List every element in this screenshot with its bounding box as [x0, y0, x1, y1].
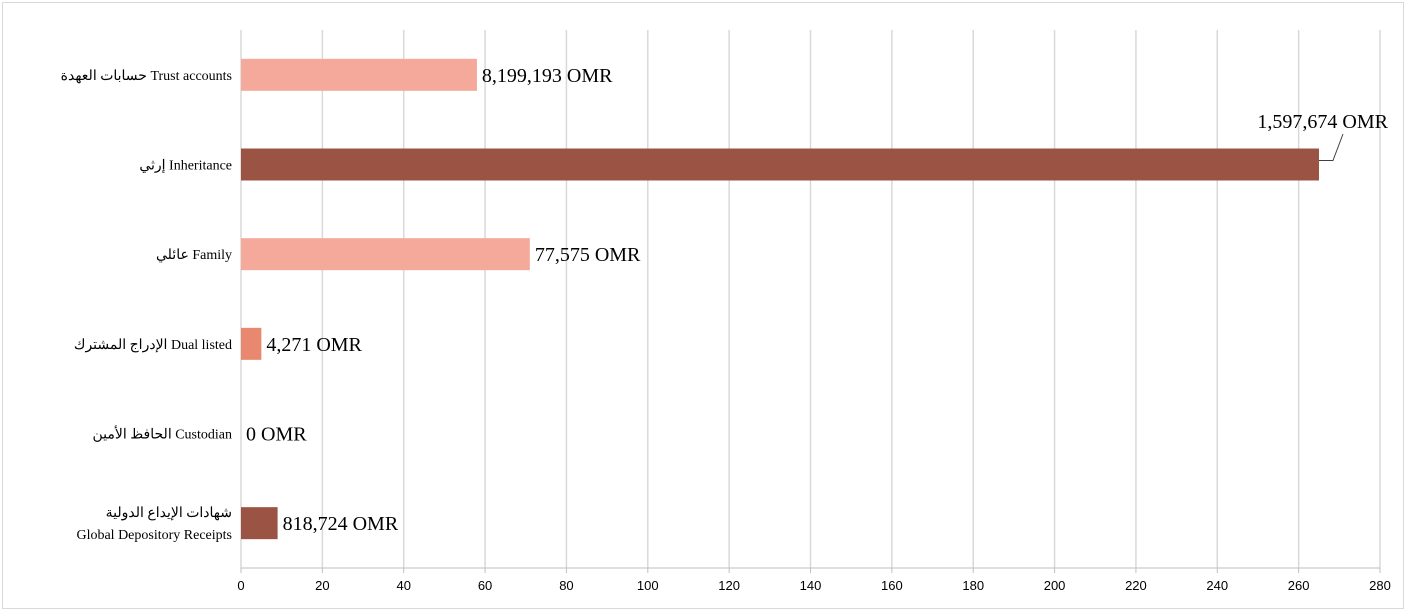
x-tick-label: 140 [800, 578, 822, 593]
x-tick-label: 200 [1044, 578, 1066, 593]
x-tick-label: 180 [962, 578, 984, 593]
bar [241, 148, 1319, 181]
x-tick-label: 20 [315, 578, 329, 593]
x-tick-label: 100 [637, 578, 659, 593]
bar [241, 238, 530, 271]
bar [241, 507, 278, 540]
x-tick-label: 280 [1369, 578, 1391, 593]
category-label: الحافظ الأمين Custodian [93, 425, 232, 443]
category-label: شهادات الإيداع الدولية [106, 506, 232, 521]
x-tick-label: 60 [478, 578, 492, 593]
x-tick-label: 160 [881, 578, 903, 593]
x-tick-label: 240 [1206, 578, 1228, 593]
x-tick-label: 80 [559, 578, 573, 593]
category-label: حسابات العهدة Trust accounts [61, 69, 232, 84]
data-label: 77,575 OMR [535, 244, 641, 266]
category-label: Global Depository Receipts [76, 528, 232, 543]
data-label: 818,724 OMR [283, 513, 399, 535]
data-label-leader-line [1318, 133, 1344, 161]
category-label: إرثي Inheritance [139, 159, 232, 174]
data-label: 0 OMR [246, 424, 307, 446]
data-label: 8,199,193 OMR [482, 65, 613, 87]
category-label: عائلي Family [156, 248, 232, 263]
x-tick-label: 220 [1125, 578, 1147, 593]
x-tick-label: 260 [1288, 578, 1310, 593]
category-label: الإدراج المشترك Dual listed [74, 338, 232, 353]
bar [241, 58, 477, 91]
x-tick-label: 40 [396, 578, 410, 593]
bar [241, 327, 262, 360]
data-label: 4,271 OMR [266, 334, 362, 356]
x-tick-label: 0 [237, 578, 244, 593]
data-label: 1,597,674 OMR [1257, 111, 1388, 133]
x-tick-label: 120 [718, 578, 740, 593]
